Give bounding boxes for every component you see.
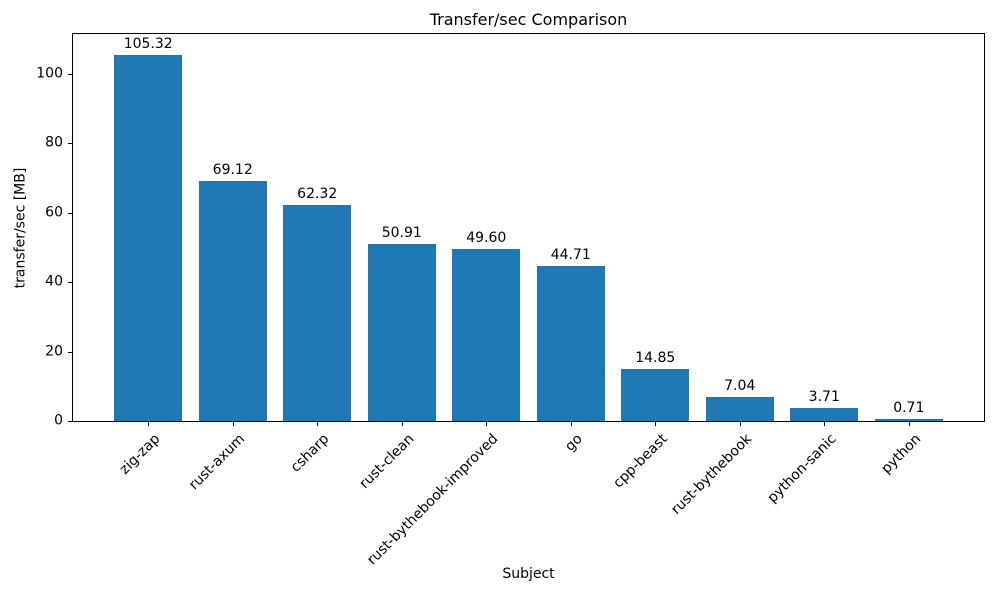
bar-value-label: 49.60 bbox=[466, 229, 507, 246]
y-tick-label: 0 bbox=[54, 412, 63, 429]
bar-value-label: 105.32 bbox=[123, 36, 173, 53]
bar-rust-clean bbox=[367, 244, 436, 421]
bar-value-label: 0.71 bbox=[893, 399, 925, 416]
x-tick-label-rust-bythebook: rust-bythebook bbox=[668, 431, 756, 518]
bar-value-label: 14.85 bbox=[635, 350, 676, 367]
bar-zig-zap bbox=[114, 55, 182, 421]
x-axis-label: Subject bbox=[502, 566, 555, 582]
x-tick-mark bbox=[148, 422, 150, 426]
y-tick-label: 40 bbox=[45, 273, 63, 290]
x-tick-label-python-sanic: python-sanic bbox=[764, 431, 840, 507]
x-tick-mark bbox=[824, 422, 826, 426]
y-tick-mark bbox=[68, 73, 72, 75]
x-tick-label-zig-zap: zig-zap bbox=[116, 431, 164, 478]
bar-value-label: 7.04 bbox=[724, 377, 756, 394]
x-tick-mark bbox=[739, 422, 741, 426]
bar-cpp-beast bbox=[621, 369, 690, 421]
y-tick-mark bbox=[68, 351, 72, 353]
x-tick-label-rust-axum: rust-axum bbox=[185, 431, 249, 494]
y-tick-label: 100 bbox=[36, 65, 63, 82]
bar-python-sanic bbox=[790, 408, 859, 421]
x-tick-label-csharp: csharp bbox=[287, 431, 333, 476]
bar-value-label: 44.71 bbox=[550, 246, 591, 263]
bar-csharp bbox=[283, 204, 352, 421]
bar-rust-bythebook bbox=[705, 396, 774, 421]
x-tick-mark bbox=[655, 422, 657, 426]
bar-go bbox=[536, 265, 605, 421]
bar-rust-bythebook-improved bbox=[452, 248, 521, 421]
x-tick-label-go: go bbox=[562, 431, 587, 455]
bar-python bbox=[874, 418, 943, 421]
x-tick-mark bbox=[232, 422, 234, 426]
x-tick-mark bbox=[401, 422, 403, 426]
x-tick-mark bbox=[908, 422, 910, 426]
y-tick-mark bbox=[68, 212, 72, 214]
y-tick-mark bbox=[68, 143, 72, 145]
x-tick-label-rust-clean: rust-clean bbox=[356, 431, 418, 492]
x-tick-label-cpp-beast: cpp-beast bbox=[610, 431, 671, 492]
bar-rust-axum bbox=[198, 181, 267, 421]
bar-value-label: 50.91 bbox=[381, 225, 422, 242]
plot-area: 105.32 69.12 62.32 50.91 49.60 44.71 14.85 7.04… bbox=[72, 33, 985, 422]
chart-title: Transfer/sec Comparison bbox=[429, 10, 628, 29]
x-tick-mark bbox=[317, 422, 319, 426]
x-tick-mark bbox=[570, 422, 572, 426]
bar-value-label: 3.71 bbox=[808, 389, 840, 406]
bar-value-label: 62.32 bbox=[297, 185, 338, 202]
y-axis-label: transfer/sec [MB] bbox=[12, 167, 29, 289]
y-tick-label: 80 bbox=[45, 134, 63, 151]
y-tick-label: 20 bbox=[45, 343, 63, 360]
bar-value-label: 69.12 bbox=[212, 162, 253, 179]
x-tick-mark bbox=[486, 422, 488, 426]
y-tick-label: 60 bbox=[45, 204, 63, 221]
y-tick-mark bbox=[68, 421, 72, 422]
y-tick-mark bbox=[68, 282, 72, 284]
x-tick-label-python: python bbox=[878, 431, 925, 477]
